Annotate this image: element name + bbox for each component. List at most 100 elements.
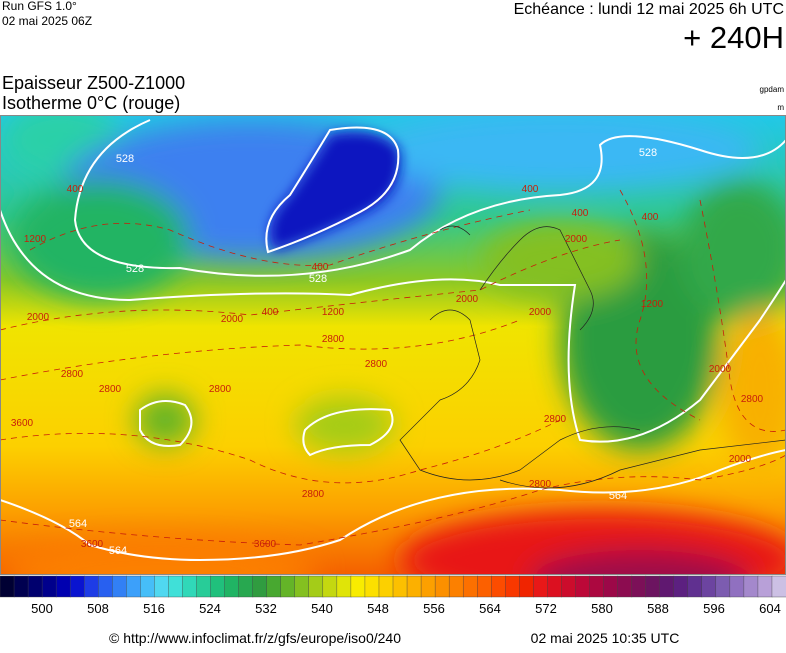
unit-isotherm: m xyxy=(777,103,784,112)
colorbar-cell xyxy=(406,575,422,598)
isotherm-label: 2800 xyxy=(544,414,567,425)
colorbar-cell xyxy=(280,575,296,598)
colorbar-tick-label: 564 xyxy=(479,601,501,616)
isotherm-label: 2800 xyxy=(741,394,764,405)
thickness-label: 564 xyxy=(69,518,87,530)
colorbar-cell xyxy=(659,575,675,598)
colorbar-cell xyxy=(631,575,647,598)
colorbar-tick-label: 572 xyxy=(535,601,557,616)
isotherm-label: 400 xyxy=(572,208,589,219)
colorbar-cell xyxy=(757,575,773,598)
isotherm-label: 2800 xyxy=(99,384,122,395)
colorbar-cell xyxy=(27,575,43,598)
colorbar-cell xyxy=(645,575,661,598)
colorbar-tick-label: 596 xyxy=(703,601,725,616)
map-subtitle: Isotherme 0°C (rouge) xyxy=(2,93,180,113)
run-label: Run GFS 1.0° xyxy=(2,0,77,13)
colorbar-cell xyxy=(238,575,254,598)
colorbar-cell xyxy=(729,575,745,598)
colorbar-cell xyxy=(561,575,576,598)
colorbar-cell xyxy=(589,575,605,598)
colorbar-tick-label: 580 xyxy=(591,601,613,616)
run-date: 02 mai 2025 06Z xyxy=(2,14,92,28)
colorbar-cell xyxy=(84,575,99,598)
colorbar-cell xyxy=(168,575,183,598)
isotherm-label: 3600 xyxy=(81,539,104,550)
colorbar-cell xyxy=(505,575,520,598)
colorbar-cell xyxy=(519,575,534,598)
colorbar-cell xyxy=(210,575,226,598)
colorbar-cell xyxy=(420,575,436,598)
colorbar-cell xyxy=(617,575,633,598)
colorbar-cell xyxy=(196,575,212,598)
unit-thickness: gpdam xyxy=(760,85,785,94)
isotherm-label: 2000 xyxy=(27,312,50,323)
map-title: Epaisseur Z500-Z1000 xyxy=(2,73,185,93)
colorbar-cell xyxy=(182,575,197,598)
colorbar-cell xyxy=(308,575,324,598)
colorbar-cell xyxy=(350,575,366,598)
colorbar-cell xyxy=(673,575,689,598)
colorbar-cell xyxy=(533,575,548,598)
colorbar-cell xyxy=(378,575,394,598)
colorbar: 500 508 516 524 532 540 548 556 564 572 580 588 596 6… xyxy=(0,575,786,616)
isotherm-label: 1200 xyxy=(641,299,664,310)
isotherm-label: 3600 xyxy=(254,539,277,550)
colorbar-cell xyxy=(547,575,562,598)
colorbar-cell xyxy=(434,575,450,598)
colorbar-tick-label: 500 xyxy=(31,601,53,616)
colorbar-cell xyxy=(491,575,506,598)
isotherm-label: 2000 xyxy=(565,234,588,245)
isotherm-label: 2800 xyxy=(365,359,388,370)
isotherm-label: 400 xyxy=(642,212,659,223)
isotherm-label: 400 xyxy=(262,307,279,318)
isotherm-label: 400 xyxy=(67,184,84,195)
thickness-label: 528 xyxy=(116,153,134,165)
map-area xyxy=(0,115,786,575)
colorbar-tick-label: 524 xyxy=(199,601,221,616)
colorbar-tick-label: 556 xyxy=(423,601,445,616)
thickness-label: 528 xyxy=(126,263,144,275)
colorbar-cell xyxy=(448,575,464,598)
lead-time: + 240H xyxy=(683,20,784,55)
isotherm-label: 2800 xyxy=(529,479,552,490)
colorbar-cell xyxy=(140,575,155,598)
isotherm-label: 400 xyxy=(522,184,539,195)
isotherm-label: 2800 xyxy=(322,334,345,345)
colorbar-cell xyxy=(322,575,338,598)
colorbar-cell xyxy=(0,575,15,598)
isotherm-label: 1200 xyxy=(24,234,47,245)
colorbar-tick-label: 516 xyxy=(143,601,165,616)
thickness-label: 564 xyxy=(109,545,127,557)
isotherm-label: 2800 xyxy=(302,489,325,500)
colorbar-cell xyxy=(154,575,169,598)
colorbar-cell xyxy=(462,575,478,598)
colorbar-cell xyxy=(743,575,759,598)
colorbar-cell xyxy=(98,575,113,598)
colorbar-tick-label: 532 xyxy=(255,601,277,616)
isotherm-label: 2800 xyxy=(61,369,84,380)
thickness-label: 528 xyxy=(639,147,657,159)
thickness-label: 528 xyxy=(309,273,327,285)
isotherm-label: 400 xyxy=(312,262,329,273)
colorbar-cell xyxy=(224,575,240,598)
colorbar-cell xyxy=(575,575,591,598)
colorbar-cell xyxy=(392,575,408,598)
thickness-label: 564 xyxy=(609,490,627,502)
colorbar-cell xyxy=(55,575,71,598)
colorbar-cell xyxy=(294,575,310,598)
colorbar-cell xyxy=(477,575,492,598)
colorbar-tick-label: 604 xyxy=(759,601,781,616)
isotherm-label: 3600 xyxy=(11,418,34,429)
colorbar-cell xyxy=(41,575,57,598)
colorbar-cell xyxy=(715,575,731,598)
colorbar-cell xyxy=(701,575,717,598)
isotherm-label: 2800 xyxy=(209,384,232,395)
isotherm-label: 2000 xyxy=(456,294,479,305)
contour-labels: 528 528 528 528 564 564 564 400 1200 2000 2800 3600… xyxy=(11,147,764,557)
colorbar-cell xyxy=(69,575,85,598)
colorbar-tick-label: 508 xyxy=(87,601,109,616)
colorbar-cell xyxy=(336,575,352,598)
forecast-time: Echéance : lundi 12 mai 2025 6h UTC xyxy=(514,1,784,18)
